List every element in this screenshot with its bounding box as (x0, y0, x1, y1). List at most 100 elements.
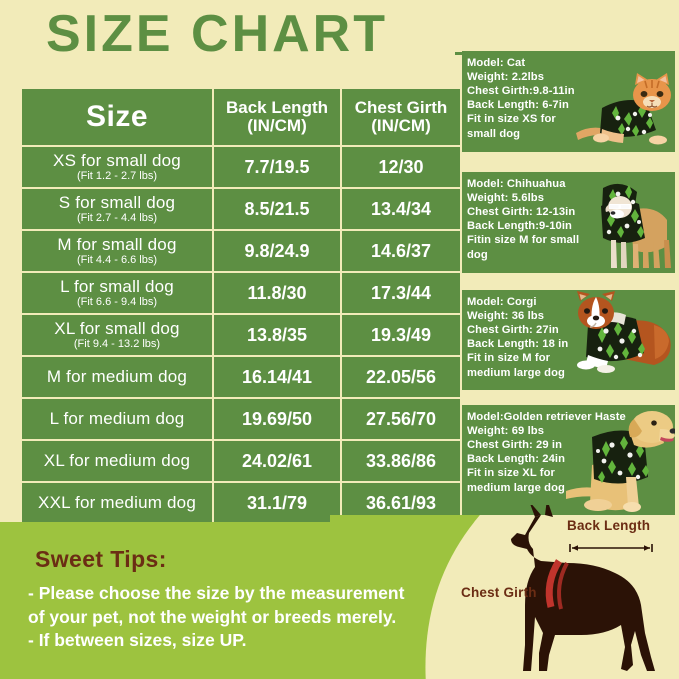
model-card-corgi: Model: Corgi Weight: 36 lbs Chest Girth:… (462, 290, 675, 390)
cell-chest-girth: 19.3/49 (342, 315, 460, 355)
cell-size-name: XL for small dog (54, 318, 180, 338)
cell-size: XL for small dog (Fit 9.4 - 13.2 lbs) (22, 315, 212, 355)
table-row: M for medium dog 16.14/41 22.05/56 (22, 357, 460, 397)
cell-size-weight-range: (Fit 1.2 - 2.7 lbs) (76, 169, 158, 182)
tips-body: - Please choose the size by the measurem… (28, 582, 458, 653)
cat-fit-line2: small dog (467, 127, 521, 140)
cell-chest-girth: 14.6/37 (342, 231, 460, 271)
golden-fit-line2: medium large dog (467, 481, 565, 494)
cell-chest-girth: 27.56/70 (342, 399, 460, 439)
table-row: S for small dog (Fit 2.7 - 4.4 lbs) 8.5/21… (22, 189, 460, 229)
chihuahua-fit-line2: dog (467, 248, 488, 261)
chihuahua-chest-line: Chest Girth: 12-13in (467, 206, 576, 219)
cell-size: M for small dog (Fit 4.4 - 6.6 lbs) (22, 231, 212, 271)
model-card-corgi-text: Model: Corgi Weight: 36 lbs Chest Girth:… (462, 290, 602, 380)
chihuahua-weight-line: Weight: 5.6lbs (467, 192, 545, 205)
cell-back-length: 8.5/21.5 (214, 189, 340, 229)
cell-chest-girth: 17.3/44 (342, 273, 460, 313)
cat-model-line: Model: Cat (467, 57, 526, 69)
model-card-golden-retriever: Model:Golden retriever Haste Weight: 69 … (462, 405, 675, 515)
table-row: M for small dog (Fit 4.4 - 6.6 lbs) 9.8/24… (22, 231, 460, 271)
cell-size-weight-range: (Fit 9.4 - 13.2 lbs) (73, 337, 161, 350)
model-card-chihuahua: Model: Chihuahua Weight: 5.6lbs Chest Gi… (462, 172, 675, 273)
cell-back-length: 16.14/41 (214, 357, 340, 397)
cell-back-length: 13.8/35 (214, 315, 340, 355)
cell-back-length: 9.8/24.9 (214, 231, 340, 271)
header-chest-girth-line2: (IN/CM) (371, 116, 431, 135)
cell-chest-girth: 12/30 (342, 147, 460, 187)
cell-size-name: M for medium dog (46, 367, 188, 387)
cell-size-name: XS for small dog (53, 150, 181, 170)
size-table: Size Back Length (IN/CM) Chest Girth (IN… (20, 87, 462, 525)
cat-chest-line: Chest Girth:9.8-11in (467, 85, 575, 98)
chest-girth-label: Chest Girth (461, 585, 537, 600)
chihuahua-back-line: Back Length:9-10in (467, 220, 572, 233)
golden-fit-line1: Fit in size XL for (467, 467, 555, 480)
cell-size-name: L for medium dog (49, 409, 185, 429)
cell-chest-girth: 13.4/34 (342, 189, 460, 229)
corgi-fit-line2: medium large dog (467, 366, 565, 379)
cell-back-length: 24.02/61 (214, 441, 340, 481)
cell-size: XXL for medium dog (22, 483, 212, 523)
golden-back-line: Back Length: 24in (467, 453, 566, 466)
table-header-row: Size Back Length (IN/CM) Chest Girth (IN… (22, 89, 460, 145)
cell-size: M for medium dog (22, 357, 212, 397)
header-chest-girth: Chest Girth (IN/CM) (342, 89, 460, 145)
cell-size: L for small dog (Fit 6.6 - 9.4 lbs) (22, 273, 212, 313)
header-back-length-line1: Back Length (225, 97, 329, 117)
corgi-chest-line: Chest Girth: 27in (467, 324, 559, 337)
model-card-chihuahua-text: Model: Chihuahua Weight: 5.6lbs Chest Gi… (462, 172, 627, 262)
chihuahua-model-line: Model: Chihuahua (467, 178, 566, 190)
tips-heading: Sweet Tips: (35, 546, 167, 572)
cat-fit-line1: Fit in size XS for (467, 113, 556, 126)
cat-back-line: Back Length: 6-7in (467, 99, 569, 112)
model-card-cat-text: Model: Cat Weight: 2.2lbs Chest Girth:9.… (462, 51, 602, 141)
cell-size: L for medium dog (22, 399, 212, 439)
header-back-length: Back Length (IN/CM) (214, 89, 340, 145)
header-back-length-line2: (IN/CM) (247, 116, 307, 135)
chihuahua-fit-line1: Fitin size M for small (467, 234, 580, 247)
cell-size-name: S for small dog (58, 192, 176, 212)
table-row: L for medium dog 19.69/50 27.56/70 (22, 399, 460, 439)
table-row: XL for medium dog 24.02/61 33.86/86 (22, 441, 460, 481)
cell-size-weight-range: (Fit 6.6 - 9.4 lbs) (76, 295, 158, 308)
tips-line-1: - Please choose the size by the measurem… (28, 583, 405, 603)
cell-back-length: 11.8/30 (214, 273, 340, 313)
golden-weight-line: Weight: 69 lbs (467, 425, 545, 438)
cell-size: XS for small dog (Fit 1.2 - 2.7 lbs) (22, 147, 212, 187)
cell-size: XL for medium dog (22, 441, 212, 481)
corgi-fit-line1: Fit in size M for (467, 352, 551, 365)
corgi-model-line: Model: Corgi (467, 296, 537, 308)
cell-back-length: 31.1/79 (214, 483, 340, 523)
table-row: L for small dog (Fit 6.6 - 9.4 lbs) 11.8/3… (22, 273, 460, 313)
cell-chest-girth: 22.05/56 (342, 357, 460, 397)
cell-size-name: M for small dog (57, 234, 177, 254)
back-length-arrow (568, 540, 654, 552)
corgi-weight-line: Weight: 36 lbs (467, 310, 545, 323)
cell-back-length: 7.7/19.5 (214, 147, 340, 187)
table-row: XS for small dog (Fit 1.2 - 2.7 lbs) 7.7/1… (22, 147, 460, 187)
cell-size: S for small dog (Fit 2.7 - 4.4 lbs) (22, 189, 212, 229)
cat-weight-line: Weight: 2.2lbs (467, 71, 545, 84)
cell-chest-girth: 33.86/86 (342, 441, 460, 481)
corgi-back-line: Back Length: 18 in (467, 338, 569, 351)
model-card-cat: Model: Cat Weight: 2.2lbs Chest Girth:9.… (462, 51, 675, 152)
tips-line-2: of your pet, not the weight or breeds me… (28, 606, 397, 627)
header-chest-girth-line1: Chest Girth (354, 97, 448, 117)
model-card-golden-retriever-text: Model:Golden retriever Haste Weight: 69 … (462, 405, 627, 495)
tips-line-3: - If between sizes, size UP. (28, 630, 247, 651)
cell-size-weight-range: (Fit 2.7 - 4.4 lbs) (76, 211, 158, 224)
golden-model-line: Model:Golden retriever Haste (467, 411, 626, 423)
header-size: Size (22, 89, 212, 145)
back-length-label: Back Length (567, 518, 651, 533)
cell-size-name: XL for medium dog (43, 451, 191, 471)
table-row: XL for small dog (Fit 9.4 - 13.2 lbs) 13.8… (22, 315, 460, 355)
cell-back-length: 19.69/50 (214, 399, 340, 439)
cell-size-name: L for small dog (60, 276, 174, 296)
measurement-diagram (455, 499, 679, 679)
cell-size-weight-range: (Fit 4.4 - 6.6 lbs) (76, 253, 158, 266)
golden-chest-line: Chest Girth: 29 in (467, 439, 563, 452)
cell-size-name: XXL for medium dog (38, 493, 196, 513)
page-title: SIZE CHART (46, 5, 388, 63)
